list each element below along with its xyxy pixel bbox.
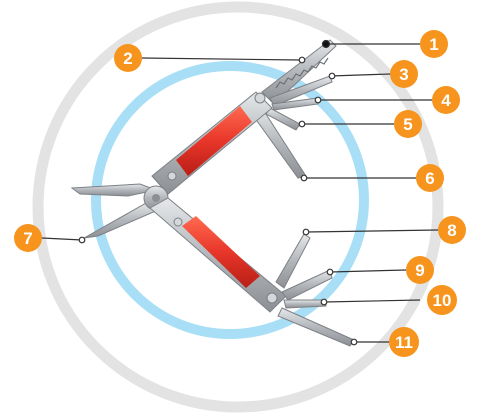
- marker-5: [298, 120, 306, 128]
- callout-number-8: 8: [447, 221, 456, 240]
- callout-badge-7: 7: [14, 224, 42, 252]
- marker-7: [78, 236, 86, 244]
- saw-teeth: [275, 57, 329, 89]
- knife-blade-bottom: [277, 307, 355, 347]
- callout-number-2: 2: [123, 49, 132, 68]
- phillips-screwdriver: [275, 233, 311, 289]
- upper-rivet-2: [167, 171, 177, 181]
- marker-6: [300, 174, 308, 182]
- upper-handle-grip: [176, 106, 252, 176]
- marker-10: [320, 298, 328, 306]
- callout-number-1: 1: [429, 35, 438, 54]
- leader-lines: [41, 43, 439, 343]
- outer-ring: [32, 1, 444, 413]
- leader-3: [329, 73, 391, 77]
- upper-jaw: [70, 183, 158, 197]
- callout-badge-5: 5: [394, 110, 422, 138]
- marker-2: [298, 56, 306, 64]
- small-blade: [283, 299, 327, 309]
- callout-number-7: 7: [23, 229, 32, 248]
- can-opener-tool: [281, 269, 333, 301]
- callout-badge-6: 6: [416, 164, 444, 192]
- callout-number-4: 4: [441, 91, 451, 110]
- leader-8: [305, 229, 439, 233]
- leader-10: [323, 299, 421, 303]
- callout-number-10: 10: [433, 291, 452, 310]
- saw-blade: [261, 39, 337, 105]
- leader-9: [329, 269, 407, 273]
- callout-number-5: 5: [403, 115, 412, 134]
- leader-7: [41, 237, 83, 241]
- callout-badges: 1 2 3 4 5 6 7 8: [14, 30, 466, 357]
- marker-11: [350, 338, 358, 346]
- upper-rivet: [254, 92, 266, 104]
- callout-number-6: 6: [425, 169, 434, 188]
- callout-badge-9: 9: [406, 256, 434, 284]
- multitool-illustration: [70, 39, 355, 347]
- callout-number-11: 11: [395, 333, 413, 352]
- pivot-center: [152, 194, 160, 202]
- lower-rivet: [266, 292, 278, 304]
- leader-markers: [78, 39, 358, 346]
- leader-2: [141, 57, 301, 61]
- callout-badge-1: 1: [420, 30, 448, 58]
- marker-3: [328, 72, 336, 80]
- callout-badge-11: 11: [389, 327, 419, 357]
- marker-1: [321, 39, 331, 49]
- callout-number-9: 9: [415, 261, 424, 280]
- bottle-opener-tool: [269, 75, 333, 107]
- marker-9: [326, 268, 334, 276]
- callout-badge-3: 3: [390, 60, 418, 88]
- callout-badge-8: 8: [438, 216, 466, 244]
- callout-badge-4: 4: [432, 86, 460, 114]
- callout-badge-2: 2: [114, 44, 142, 72]
- callout-badge-10: 10: [427, 285, 457, 315]
- screwdriver-tool: [271, 97, 319, 111]
- lower-rivet-2: [173, 217, 183, 227]
- inner-ring: [91, 61, 369, 339]
- marker-4: [314, 96, 322, 104]
- lower-handle-grip: [182, 216, 260, 288]
- marker-8: [302, 228, 310, 236]
- callout-number-3: 3: [399, 65, 408, 84]
